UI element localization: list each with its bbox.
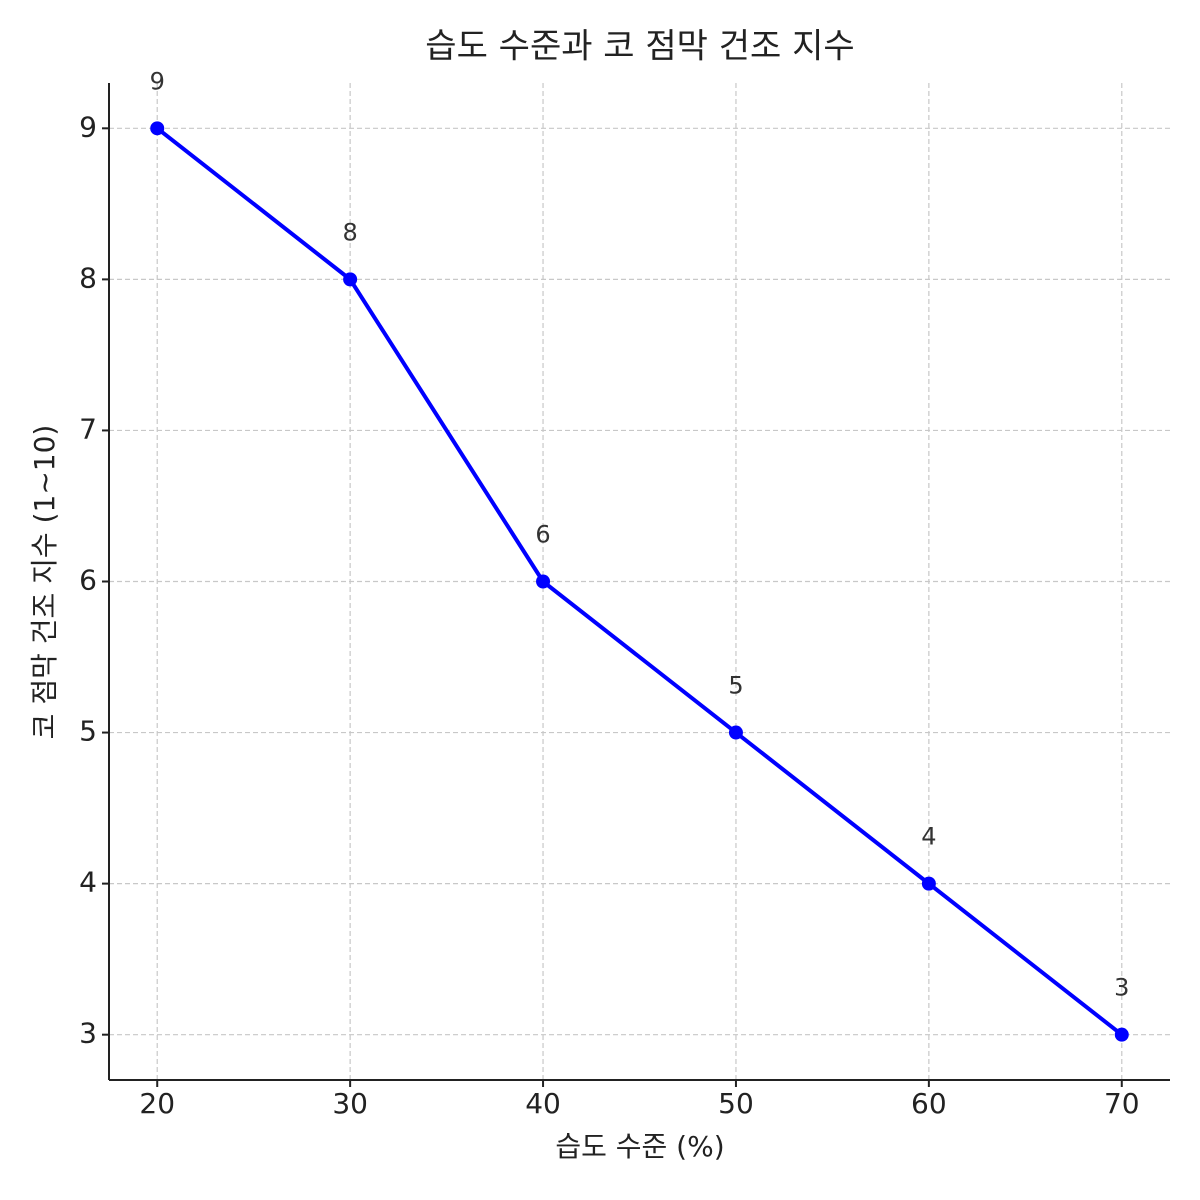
data-label: 4 bbox=[921, 823, 936, 851]
y-tick-label: 6 bbox=[79, 564, 97, 597]
data-label: 3 bbox=[1114, 974, 1129, 1002]
y-tick-label: 8 bbox=[79, 261, 97, 294]
x-tick-label: 50 bbox=[718, 1087, 754, 1120]
point bbox=[1114, 1027, 1129, 1042]
point bbox=[728, 725, 743, 740]
y-tick-label: 3 bbox=[79, 1017, 97, 1050]
point bbox=[921, 876, 936, 891]
data-label: 9 bbox=[150, 67, 165, 95]
point bbox=[150, 121, 165, 136]
point bbox=[343, 272, 358, 287]
data-label: 5 bbox=[728, 672, 743, 700]
data-label: 8 bbox=[342, 218, 357, 246]
x-axis-label: 습도 수준 (%) bbox=[555, 1130, 724, 1163]
x-tick-label: 40 bbox=[525, 1087, 561, 1120]
line bbox=[155, 126, 1124, 1037]
y-tick-label: 7 bbox=[79, 412, 97, 445]
y-tick-label: 4 bbox=[79, 866, 97, 899]
chart-title: 습도 수준과 코 점막 건조 지수 bbox=[425, 27, 854, 67]
data-label: 6 bbox=[535, 521, 550, 549]
x-tick-label: 60 bbox=[911, 1087, 947, 1120]
x-tick-label: 70 bbox=[1104, 1087, 1140, 1120]
y-tick-label: 5 bbox=[79, 715, 97, 748]
y-axis-label: 코 점막 건조 지수 (1~10) bbox=[28, 425, 61, 740]
x-tick-label: 30 bbox=[332, 1087, 368, 1120]
x-tick-label: 20 bbox=[139, 1087, 175, 1120]
y-tick-label: 9 bbox=[79, 110, 97, 143]
point bbox=[536, 574, 551, 589]
